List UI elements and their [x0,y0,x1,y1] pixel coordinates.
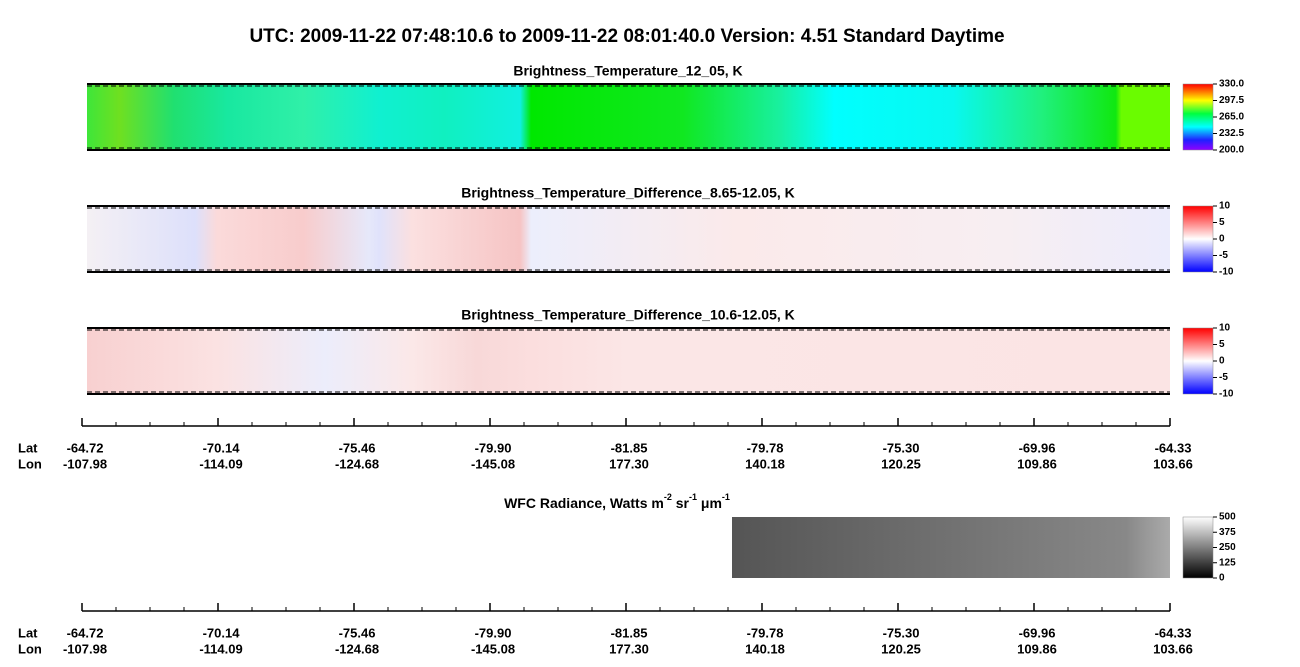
colorbar-tick-label: 5 [1219,339,1225,350]
colorbar-tick-label: 265.0 [1219,112,1244,123]
lat-tick-label: -79.78 [747,625,784,640]
lat-tick-label: -70.14 [203,625,241,640]
lat-tick-label: -75.30 [883,625,920,640]
lon-tick-label: 140.18 [745,456,785,471]
lon-tick-label: -124.68 [335,641,379,656]
lat-tick-label: -75.46 [339,440,376,455]
colorbar-tick-label: 10 [1219,201,1231,212]
lat-tick-label: -81.85 [611,625,648,640]
title-superscript: -1 [722,492,730,502]
lon-tick-label: 109.86 [1017,641,1057,656]
colorbar-tick-label: 500 [1219,512,1236,523]
lat-tick-label: -69.96 [1019,625,1056,640]
page-title: UTC: 2009-11-22 07:48:10.6 to 2009-11-22… [249,26,1004,47]
lat-tick-label: -75.30 [883,440,920,455]
image-strip [87,328,1170,394]
lon-tick-label: -107.98 [63,641,107,656]
title-text: sr [672,495,690,511]
lon-label: Lon [18,641,42,656]
lon-tick-label: 177.30 [609,641,649,656]
lon-tick-label: 177.30 [609,456,649,471]
panel-title: Brightness_Temperature_Difference_8.65-1… [461,185,795,201]
lon-label: Lon [18,456,42,471]
lon-tick-label: 120.25 [881,456,921,471]
colorbar [1182,83,1214,151]
colorbar-tick-label: 0 [1219,234,1225,245]
colorbar [1182,516,1214,579]
lat-tick-label: -64.33 [1155,625,1192,640]
title-text: μm [697,495,722,511]
colorbar-tick-label: 200.0 [1219,145,1244,156]
lat-tick-label: -64.33 [1155,440,1192,455]
colorbar-tick-label: 125 [1219,557,1236,568]
lon-tick-label: 140.18 [745,641,785,656]
lat-tick-label: -79.90 [475,440,512,455]
title-superscript: -1 [689,492,697,502]
colorbar-tick-label: 232.5 [1219,128,1244,139]
image-strip [87,84,1170,150]
lat-tick-label: -69.96 [1019,440,1056,455]
lon-tick-label: -124.68 [335,456,379,471]
colorbar [1182,327,1214,395]
lon-tick-label: 120.25 [881,641,921,656]
colorbar-tick-label: -5 [1219,372,1228,383]
lat-label: Lat [18,625,38,640]
lon-tick-label: 103.66 [1153,641,1193,656]
lat-tick-label: -75.46 [339,625,376,640]
lat-tick-label: -79.90 [475,625,512,640]
title-superscript: -2 [664,492,672,502]
lon-tick-label: -114.09 [199,456,242,471]
lat-label: Lat [18,440,38,455]
panel-title: Brightness_Temperature_12_05, K [513,63,742,79]
lat-tick-label: -64.72 [67,440,104,455]
lat-tick-label: -81.85 [611,440,648,455]
colorbar-tick-label: -5 [1219,250,1228,261]
colorbar-tick-label: 250 [1219,542,1236,553]
lon-tick-label: -145.08 [471,641,515,656]
colorbar-tick-label: 375 [1219,527,1236,538]
lat-tick-label: -64.72 [67,625,104,640]
lat-tick-label: -70.14 [203,440,241,455]
lon-tick-label: -107.98 [63,456,107,471]
colorbar [1182,205,1214,273]
colorbar-tick-label: 5 [1219,217,1225,228]
lon-tick-label: -114.09 [199,641,242,656]
wfc-image [732,517,1170,578]
lon-tick-label: 103.66 [1153,456,1193,471]
title-text: WFC Radiance, Watts m [504,495,664,511]
colorbar-tick-label: -10 [1219,389,1234,400]
colorbar-tick-label: 0 [1219,356,1225,367]
colorbar-tick-label: 0 [1219,573,1225,584]
colorbar-tick-label: 330.0 [1219,79,1244,90]
colorbar-tick-label: 297.5 [1219,95,1244,106]
lon-tick-label: -145.08 [471,456,515,471]
image-strip [87,206,1170,272]
lat-tick-label: -79.78 [747,440,784,455]
colorbar-tick-label: -10 [1219,267,1234,278]
panel-title: Brightness_Temperature_Difference_10.6-1… [461,307,795,323]
wfc-title: WFC Radiance, Watts m-2 sr-1 μm-1 [504,492,730,510]
lon-tick-label: 109.86 [1017,456,1057,471]
colorbar-tick-label: 10 [1219,323,1231,334]
